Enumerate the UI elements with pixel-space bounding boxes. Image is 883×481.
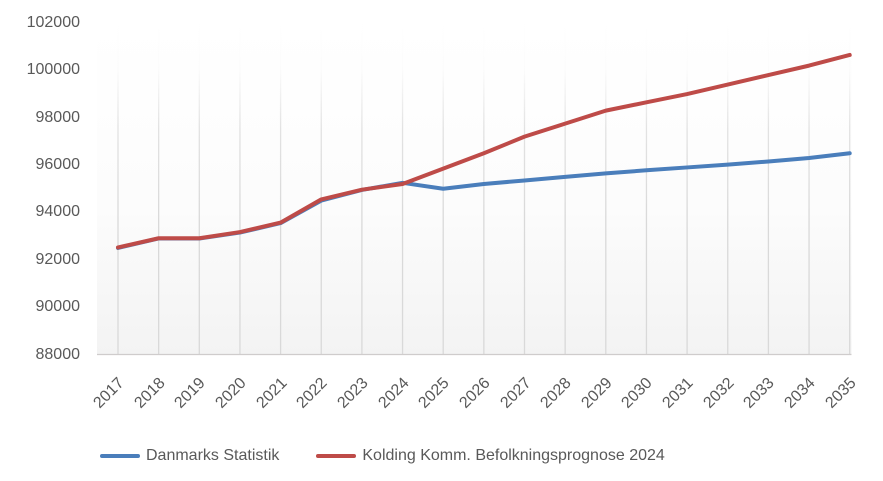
y-axis-label: 98000 — [35, 108, 81, 126]
legend-label-kolding-prognose: Kolding Komm. Befolkningsprognose 2024 — [362, 447, 665, 464]
plot-area — [97, 23, 852, 355]
y-axis-label: 92000 — [35, 250, 81, 268]
y-axis-label: 96000 — [35, 156, 81, 174]
series-line-kolding-prognose — [116, 52, 852, 250]
legend-item-danmarks-statistik: Danmarks Statistik — [100, 447, 279, 465]
legend-label-danmarks-statistik: Danmarks Statistik — [146, 447, 280, 464]
y-axis-label: 90000 — [35, 298, 81, 316]
y-axis-label: 88000 — [35, 345, 81, 363]
legend: Danmarks Statistik Kolding Komm. Befolkn… — [100, 447, 665, 465]
y-axis-label: 94000 — [35, 203, 81, 221]
legend-item-kolding-prognose: Kolding Komm. Befolkningsprognose 2024 — [316, 447, 665, 465]
y-axis-label: 100000 — [26, 61, 80, 79]
legend-line-sample-blue-icon — [100, 454, 140, 458]
y-axis-label: 102000 — [26, 14, 80, 31]
legend-line-sample-red-icon — [316, 454, 357, 458]
